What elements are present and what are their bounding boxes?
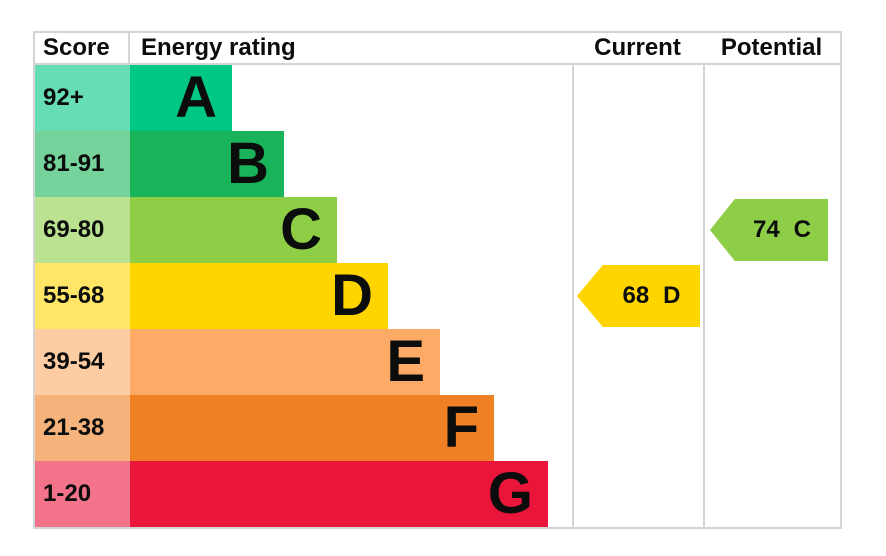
header-current: Current: [594, 34, 681, 61]
band-row-e: 39-54 E: [35, 329, 548, 395]
current-rating-arrow: 68 D: [577, 265, 700, 327]
band-bar-a: A: [130, 65, 232, 131]
potential-rating-band: C: [793, 216, 812, 243]
band-bar-f: F: [130, 395, 494, 461]
band-letter-g: G: [487, 461, 533, 526]
band-bar-b: B: [130, 131, 284, 197]
header-energy-rating: Energy rating: [141, 34, 296, 61]
current-rating-value: 68: [622, 282, 650, 309]
band-row-f: 21-38 F: [35, 395, 548, 461]
band-letter-a: A: [175, 65, 217, 130]
band-bar-c: C: [130, 197, 337, 263]
band-row-b: 81-91 B: [35, 131, 548, 197]
chart-header: Score Energy rating Current Potential: [35, 33, 840, 65]
band-letter-d: D: [331, 263, 373, 328]
chart-frame: Score Energy rating Current Potential 92…: [33, 31, 842, 529]
band-row-a: 92+ A: [35, 65, 548, 131]
header-potential: Potential: [720, 34, 823, 61]
band-row-c: 69-80 C: [35, 197, 548, 263]
potential-rating-arrow: 74 C: [710, 199, 828, 261]
score-cell-g: 1-20: [35, 461, 130, 527]
score-cell-c: 69-80: [35, 197, 130, 263]
score-cell-f: 21-38: [35, 395, 130, 461]
score-cell-e: 39-54: [35, 329, 130, 395]
score-cell-d: 55-68: [35, 263, 130, 329]
band-bar-e: E: [130, 329, 440, 395]
band-letter-e: E: [386, 329, 425, 394]
divider-potential-column: [703, 33, 705, 527]
current-rating-band: D: [663, 282, 681, 309]
band-letter-c: C: [280, 197, 322, 262]
band-bar-d: D: [130, 263, 388, 329]
band-row-d: 55-68 D: [35, 263, 548, 329]
divider-score-column: [128, 33, 130, 63]
score-cell-b: 81-91: [35, 131, 130, 197]
band-bar-g: G: [130, 461, 548, 527]
potential-rating-value: 74: [752, 216, 780, 243]
band-letter-b: B: [227, 131, 269, 196]
band-rows: 92+ A 81-91 B 69-80 C 55-68 D 39-54 E 21-38 F 1-20 G: [35, 65, 548, 527]
score-cell-a: 92+: [35, 65, 130, 131]
band-letter-f: F: [443, 395, 479, 460]
divider-current-column: [572, 33, 574, 527]
header-score: Score: [43, 34, 110, 61]
band-row-g: 1-20 G: [35, 461, 548, 527]
